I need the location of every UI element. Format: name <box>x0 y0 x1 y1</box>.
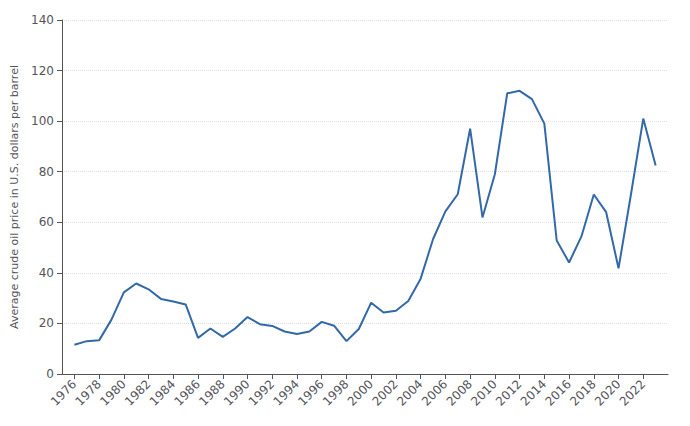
svg-text:40: 40 <box>39 266 54 280</box>
svg-text:2018: 2018 <box>567 377 598 408</box>
svg-text:1992: 1992 <box>246 377 277 408</box>
svg-text:1994: 1994 <box>270 377 301 408</box>
svg-text:1990: 1990 <box>221 377 252 408</box>
svg-text:1996: 1996 <box>295 377 326 408</box>
svg-text:2002: 2002 <box>369 377 400 408</box>
svg-text:2022: 2022 <box>617 377 648 408</box>
svg-text:1988: 1988 <box>196 377 227 408</box>
svg-text:2000: 2000 <box>345 377 376 408</box>
svg-text:2008: 2008 <box>444 377 475 408</box>
svg-text:1998: 1998 <box>320 377 351 408</box>
svg-text:2006: 2006 <box>419 377 450 408</box>
svg-text:2020: 2020 <box>592 377 623 408</box>
svg-text:60: 60 <box>39 215 54 229</box>
svg-text:1976: 1976 <box>48 377 79 408</box>
svg-text:120: 120 <box>31 64 54 78</box>
svg-text:2016: 2016 <box>543 377 574 408</box>
svg-text:100: 100 <box>31 114 54 128</box>
svg-text:1980: 1980 <box>97 377 128 408</box>
svg-text:Average crude oil price in U.S: Average crude oil price in U.S. dollars … <box>8 65 21 329</box>
svg-text:1984: 1984 <box>147 377 178 408</box>
svg-text:2012: 2012 <box>493 377 524 408</box>
svg-text:140: 140 <box>31 13 54 27</box>
svg-text:20: 20 <box>39 316 54 330</box>
svg-text:0: 0 <box>46 367 54 381</box>
svg-text:1986: 1986 <box>172 377 203 408</box>
svg-text:1982: 1982 <box>122 377 153 408</box>
svg-text:2014: 2014 <box>518 377 549 408</box>
svg-text:2010: 2010 <box>468 377 499 408</box>
svg-text:80: 80 <box>39 165 54 179</box>
svg-text:2004: 2004 <box>394 377 425 408</box>
svg-text:1978: 1978 <box>73 377 104 408</box>
